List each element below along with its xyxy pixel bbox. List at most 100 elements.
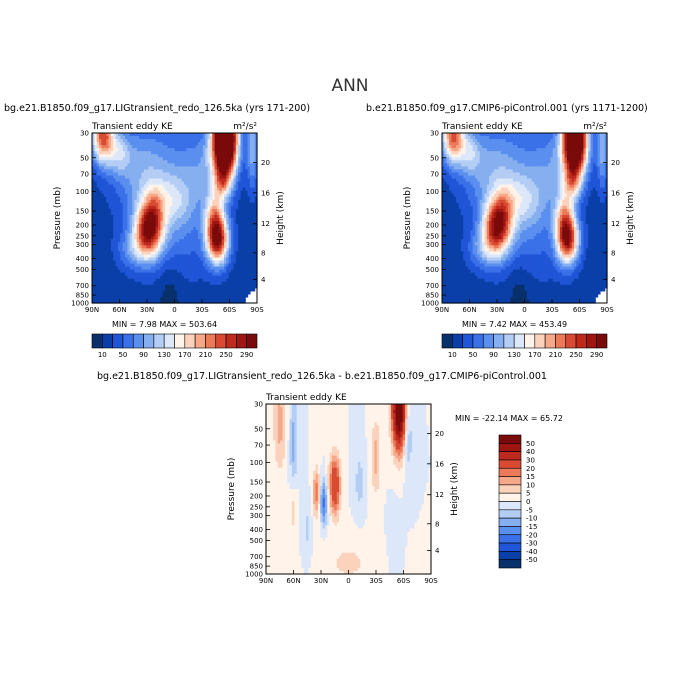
heatmap-cell [141,211,145,216]
heatmap-cell [529,160,533,164]
heatmap-cell [195,242,199,246]
heatmap-cell [463,157,467,161]
heatmap-cell [226,154,230,158]
heatmap-cell [158,196,161,201]
heatmap-cell [604,133,608,137]
heatmap-cell [221,242,225,246]
heatmap-cell [254,190,258,195]
heatmap-cell [221,211,225,216]
heatmap-cell [221,145,225,149]
heatmap-cell [99,296,103,301]
heatmap-cell [254,151,258,155]
heatmap-cell [183,145,187,149]
heatmap-cell [592,160,596,164]
heatmap-cell [139,281,143,286]
heatmap-cell [172,275,176,280]
heatmap-cell [238,281,242,286]
heatmap-cell [162,275,166,280]
heatmap-cell [101,136,105,140]
heatmap-cell [195,239,199,243]
heatmap-cell [101,193,105,198]
colorbar-swatch [163,333,175,349]
heatmap-cell [254,269,258,274]
heatmap-cell [209,214,213,219]
heatmap-cell [183,287,187,292]
heatmap-cell [569,145,573,149]
heatmap-cell [195,281,199,286]
heatmap-cell [226,251,230,256]
heatmap-cell [235,257,239,262]
heatmap-cell [92,145,95,149]
heatmap-cell [120,160,124,164]
heatmap-cell [106,187,110,192]
heatmap-cell [143,266,147,271]
heatmap-cell [574,151,577,155]
heatmap-cell [519,157,523,161]
heatmap-cell [174,193,178,198]
heatmap-cell [99,187,103,192]
heatmap-cell [141,160,145,164]
heatmap-cell [543,142,547,146]
heatmap-cell [141,257,145,262]
heatmap-cell [169,266,173,271]
heatmap-cell [122,287,126,292]
heatmap-cell [183,269,187,274]
heatmap-cell [245,202,249,207]
heatmap-cell [207,169,211,174]
heatmap-cell [162,133,166,137]
x-tick-label: 0 [172,306,176,314]
heatmap-cell [191,208,194,213]
heatmap-cell [183,296,187,301]
heatmap-cell [172,266,176,271]
heatmap-cell [113,172,117,177]
heatmap-cell [562,139,566,143]
heatmap-cell [444,157,448,161]
heatmap-cell [604,172,608,177]
heatmap-cell [522,154,526,158]
heatmap-cell [165,281,169,286]
heatmap-cell [198,181,202,186]
heatmap-cell [240,184,244,189]
heatmap-cell [477,145,481,149]
heatmap-cell [503,139,507,143]
heatmap-cell [228,172,232,177]
heatmap-cell [446,175,450,180]
heatmap-cell [451,166,455,171]
heatmap-cell [153,208,157,213]
heatmap-cell [219,221,223,225]
heatmap-cell [209,160,213,164]
heatmap-cell [183,139,187,143]
heatmap-cell [451,160,455,164]
heatmap-cell [188,166,192,171]
heatmap-cell [99,136,103,140]
heatmap-cell [139,199,143,204]
heatmap-cell [247,181,251,186]
heatmap-cell [132,211,136,216]
heatmap-cell [216,263,220,268]
heatmap-cell [117,208,121,213]
heatmap-cell [252,136,256,140]
heatmap-cell [221,299,225,304]
heatmap-cell [486,160,490,164]
heatmap-cell [115,214,119,219]
heatmap-cell [99,233,103,237]
heatmap-cell [106,190,110,195]
heatmap-cell [181,242,185,246]
heatmap-cell [172,272,176,277]
heatmap-cell [143,190,147,195]
heatmap-cell [113,248,117,252]
heatmap-cell [160,208,164,213]
heatmap-cell [125,196,128,201]
heatmap-cell [228,184,232,189]
heatmap-cell [524,166,528,171]
heatmap-cell [444,172,448,177]
heatmap-cell [578,142,582,146]
heatmap-cell [207,163,211,167]
heatmap-cell [198,151,202,155]
heatmap-cell [493,133,497,137]
heatmap-cell [167,278,171,283]
heatmap-cell [242,242,246,246]
heatmap-cell [571,157,575,161]
heatmap-cell [207,196,211,201]
heatmap-cell [94,190,98,195]
